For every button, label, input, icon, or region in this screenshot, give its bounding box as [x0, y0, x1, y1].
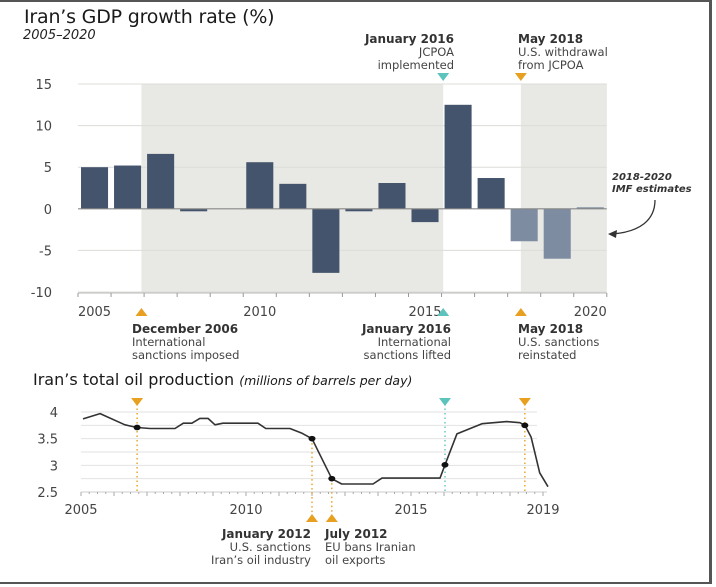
annotation-text: reinstated	[518, 348, 577, 362]
gdp-x-tick-label: 2010	[243, 305, 276, 320]
gdp-y-tick-label: -10	[31, 286, 52, 301]
gdp-y-tick-label: 0	[44, 203, 52, 218]
oil-title-main: Iran’s total oil production	[33, 370, 235, 389]
gdp-bar-2020	[576, 207, 604, 209]
gdp-y-tick-label: 10	[35, 120, 52, 135]
gdp-bar-2016	[444, 104, 472, 209]
annotation-sanctions-lifted: January 2016 International sanctions lif…	[318, 323, 451, 362]
gdp-x-tick-label: 2015	[408, 305, 441, 320]
gdp-y-tick-label: 5	[44, 161, 52, 176]
imf-estimates-note: 2018-2020 IMF estimates	[612, 172, 692, 196]
event-marker-up-icon	[514, 308, 527, 316]
gdp-x-tick-label: 2005	[78, 305, 111, 320]
gdp-bar-2014	[378, 183, 406, 209]
oil-event-point	[308, 435, 316, 442]
gdp-bar-2010	[246, 162, 274, 209]
annotation-text: JCPOA	[418, 45, 454, 59]
annotation-text: U.S. withdrawal	[518, 45, 608, 59]
annotation-jcpoa-implemented: January 2016 JCPOA implemented	[330, 33, 454, 72]
event-marker-up-icon	[135, 308, 148, 316]
oil-x-tick-label: 2019	[526, 503, 559, 518]
oil-x-tick-label: 2010	[229, 503, 262, 518]
event-marker-down-icon	[514, 73, 527, 81]
annotation-date: January 2016	[364, 32, 454, 46]
oil-event-point	[133, 424, 141, 431]
annotation-text: International	[377, 335, 451, 349]
imf-note-text: IMF estimates	[612, 184, 692, 195]
annotation-sanctions-imposed: December 2006 International sanctions im…	[132, 323, 302, 362]
annotation-text: Iran’s oil industry	[211, 553, 311, 567]
annotation-date: May 2018	[518, 322, 584, 336]
annotation-text: sanctions imposed	[132, 348, 240, 362]
gdp-bar-2011	[279, 183, 307, 209]
oil-x-tick-label: 2005	[64, 503, 97, 518]
annotation-text: EU bans Iranian	[325, 540, 416, 554]
sanctions-period-shading	[520, 84, 607, 292]
gdp-bar-2007	[147, 153, 175, 209]
annotation-date: May 2018	[518, 32, 584, 46]
annotation-text: U.S. sanctions	[518, 335, 600, 349]
gdp-chart-title: Iran’s GDP growth rate (%)	[24, 6, 275, 28]
gdp-bar-2008	[180, 208, 208, 212]
imf-arrowhead-icon	[608, 230, 617, 238]
oil-event-point	[441, 462, 449, 468]
oil-y-tick-label: 3	[50, 459, 58, 474]
oil-y-tick-label: 2.5	[37, 486, 58, 501]
annotation-text: International	[132, 335, 206, 349]
annotation-text: implemented	[377, 58, 454, 72]
gdp-bar-2012	[312, 208, 340, 273]
oil-x-tick-label: 2015	[394, 503, 427, 518]
gdp-bar-2018	[510, 208, 538, 242]
imf-note-years: 2018-2020	[612, 172, 672, 183]
annotation-eu-oil-ban: July 2012 EU bans Iranian oil exports	[325, 528, 465, 567]
oil-event-point	[328, 475, 336, 482]
gdp-bar-2015	[411, 208, 439, 223]
event-marker-up-icon	[325, 514, 338, 522]
event-marker-down-icon	[518, 398, 531, 406]
gdp-y-tick-label: 15	[35, 78, 52, 93]
annotation-date: January 2012	[221, 527, 311, 541]
gdp-chart-subtitle: 2005–2020	[23, 28, 96, 43]
oil-production-line	[82, 412, 549, 488]
imf-arrow	[611, 199, 656, 235]
annotation-text: oil exports	[325, 553, 386, 567]
oil-title-unit: (millions of barrels per day)	[239, 373, 413, 388]
gdp-bar-2005	[81, 167, 109, 209]
gdp-bar-2006	[114, 165, 142, 209]
oil-event-point	[521, 422, 529, 429]
annotation-us-withdrawal: May 2018 U.S. withdrawal from JCPOA	[518, 33, 648, 72]
event-marker-up-icon	[306, 514, 318, 522]
gdp-y-tick-label: -5	[39, 244, 52, 259]
event-marker-down-icon	[437, 73, 450, 81]
event-marker-up-icon	[437, 308, 450, 316]
annotation-text: from JCPOA	[518, 58, 584, 72]
annotation-date: December 2006	[132, 322, 239, 336]
gdp-bar-2013	[345, 208, 373, 212]
oil-y-tick-label: 3.5	[37, 433, 58, 448]
annotation-date: July 2012	[325, 527, 388, 541]
gdp-x-tick-label: 2020	[574, 305, 607, 320]
annotation-text: U.S. sanctions	[229, 540, 311, 554]
annotation-text: sanctions lifted	[363, 348, 451, 362]
gdp-bar-2019	[543, 208, 571, 259]
event-marker-down-icon	[131, 398, 144, 406]
annotation-sanctions-reinstated: May 2018 U.S. sanctions reinstated	[518, 323, 648, 362]
annotation-date: January 2016	[361, 322, 451, 336]
gdp-bar-2017	[477, 178, 505, 209]
event-marker-down-icon	[438, 398, 451, 406]
oil-y-tick-label: 4	[50, 406, 58, 421]
oil-chart-title: Iran’s total oil production (millions of…	[33, 370, 412, 389]
annotation-us-oil-sanctions: January 2012 U.S. sanctions Iran’s oil i…	[180, 528, 311, 567]
